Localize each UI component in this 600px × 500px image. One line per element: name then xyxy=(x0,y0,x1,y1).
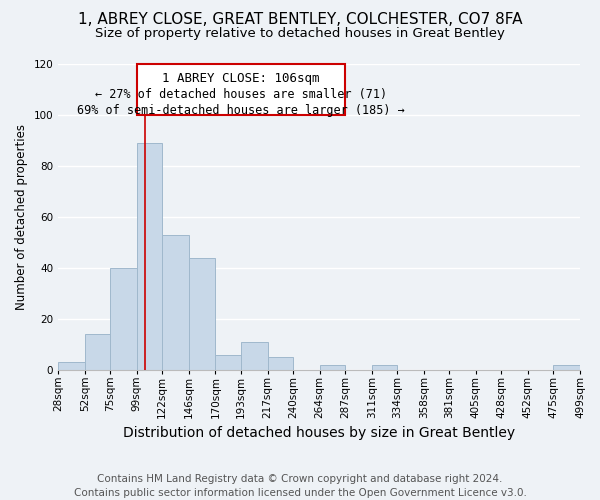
Bar xyxy=(163,235,189,370)
Bar xyxy=(58,362,85,370)
Text: Contains HM Land Registry data © Crown copyright and database right 2024.
Contai: Contains HM Land Registry data © Crown c… xyxy=(74,474,526,498)
Text: 69% of semi-detached houses are larger (185) →: 69% of semi-detached houses are larger (… xyxy=(77,104,405,117)
Bar xyxy=(241,342,268,370)
Bar xyxy=(85,334,110,370)
Bar xyxy=(268,357,293,370)
Text: Size of property relative to detached houses in Great Bentley: Size of property relative to detached ho… xyxy=(95,28,505,40)
Bar xyxy=(189,258,215,370)
X-axis label: Distribution of detached houses by size in Great Bentley: Distribution of detached houses by size … xyxy=(123,426,515,440)
Text: ← 27% of detached houses are smaller (71): ← 27% of detached houses are smaller (71… xyxy=(95,88,387,101)
Bar xyxy=(110,268,137,370)
Bar xyxy=(137,143,163,370)
Bar xyxy=(320,365,345,370)
Bar xyxy=(372,365,397,370)
Bar xyxy=(215,354,241,370)
Bar xyxy=(553,365,580,370)
FancyBboxPatch shape xyxy=(137,64,345,115)
Y-axis label: Number of detached properties: Number of detached properties xyxy=(15,124,28,310)
Text: 1, ABREY CLOSE, GREAT BENTLEY, COLCHESTER, CO7 8FA: 1, ABREY CLOSE, GREAT BENTLEY, COLCHESTE… xyxy=(78,12,522,28)
Text: 1 ABREY CLOSE: 106sqm: 1 ABREY CLOSE: 106sqm xyxy=(162,72,320,85)
